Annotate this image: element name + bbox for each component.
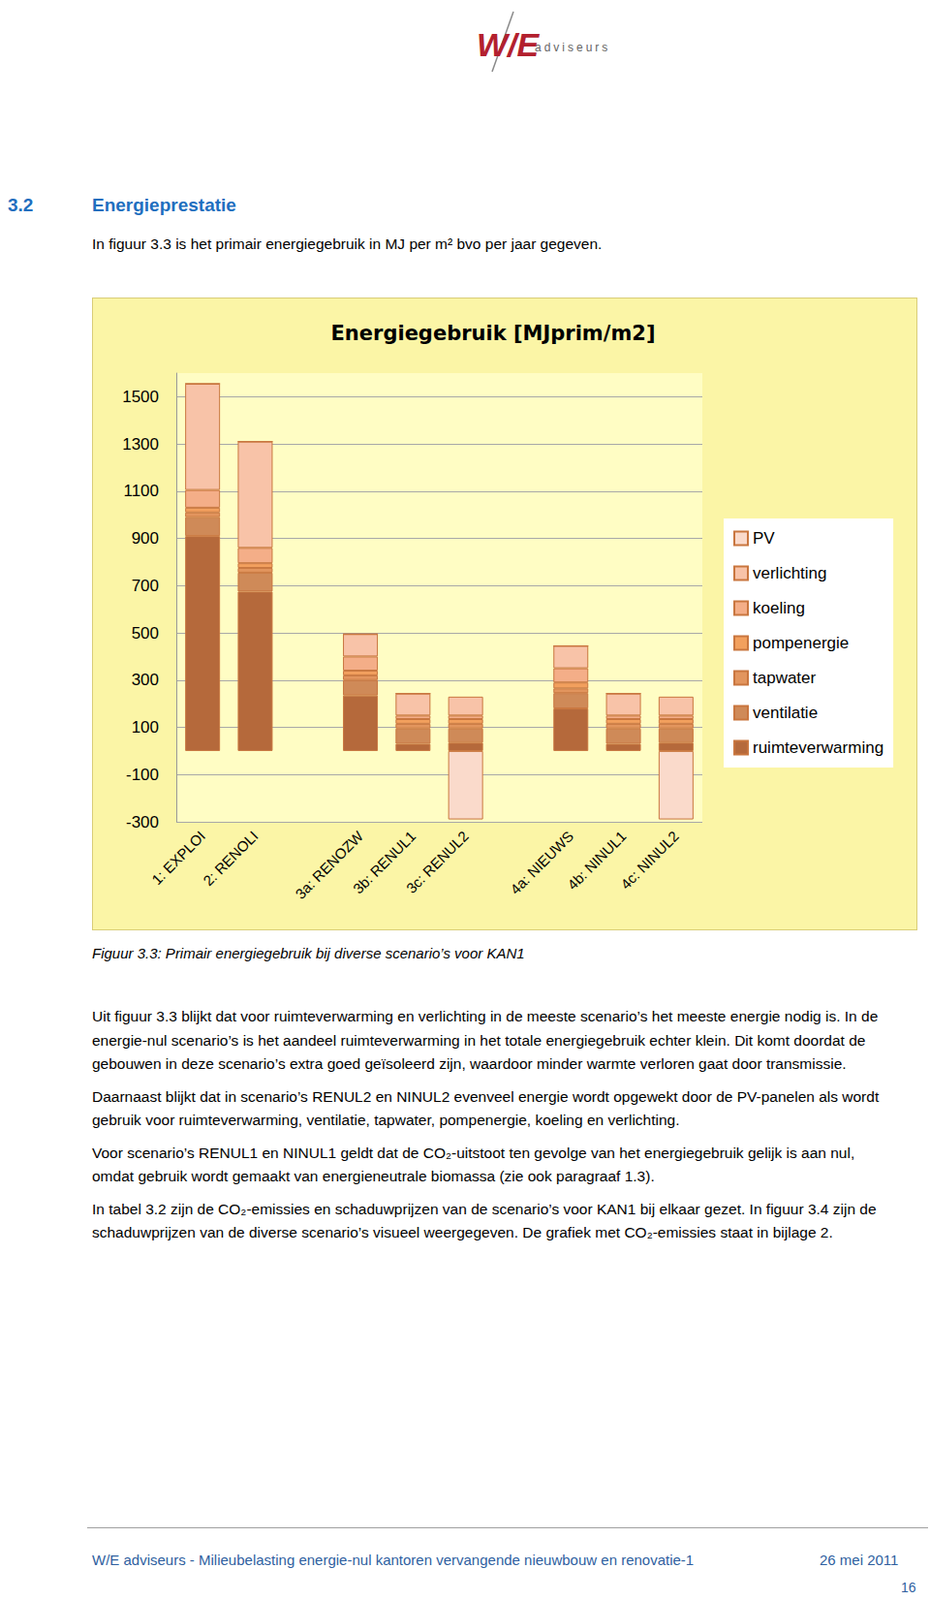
- html-text:W/E adviseurs - Milieubelastin: W/E adviseurs - Milieubelasting energie-…: [92, 1550, 694, 1568]
- svg-text:Energiegebruik [MJprim/m2]: Energiegebruik [MJprim/m2]: [331, 321, 656, 345]
- svg-text:-100: -100: [125, 765, 159, 784]
- svg-text:-300: -300: [125, 812, 159, 832]
- svg-text:adviseurs: adviseurs: [534, 40, 611, 55]
- svg-text:1300: 1300: [122, 434, 159, 454]
- svg-text:900: 900: [131, 528, 159, 548]
- svg-text:3c: RENUL2: 3c: RENUL2: [403, 827, 472, 897]
- html-text:In figuur 3.3 is het primair e: In figuur 3.3 is het primair energiegebr…: [92, 235, 602, 252]
- svg-text:3b: RENUL1: 3b: RENUL1: [349, 827, 419, 897]
- svg-text:1500: 1500: [122, 387, 159, 406]
- svg-text:ruimteverwarming: ruimteverwarming: [752, 738, 884, 757]
- html-text:In tabel 3.2 zijn de CO₂-emiss: In tabel 3.2 zijn de CO₂-emissies en sch…: [92, 1199, 877, 1240]
- svg-text:1100: 1100: [123, 481, 159, 500]
- svg-text:4b: NINUL1: 4b: NINUL1: [564, 827, 630, 893]
- svg-text:W/E: W/E: [476, 26, 541, 63]
- svg-text:500: 500: [131, 623, 159, 643]
- svg-text:300: 300: [131, 670, 159, 689]
- svg-text:pompenergie: pompenergie: [752, 633, 849, 652]
- svg-text:2: RENOLI: 2: RENOLI: [199, 827, 261, 889]
- svg-text:100: 100: [131, 717, 159, 737]
- svg-text:1: EXPLOI: 1: EXPLOI: [148, 827, 209, 888]
- html-text:Figuur 3.3: Primair energiegeb: Figuur 3.3: Primair energiegebruik bij d…: [92, 944, 525, 961]
- svg-text:koeling: koeling: [752, 598, 806, 618]
- svg-text:tapwater: tapwater: [752, 668, 817, 687]
- svg-text:700: 700: [131, 576, 159, 595]
- html-text:Energieprestatie: Energieprestatie: [92, 194, 237, 216]
- svg-text:verlichting: verlichting: [752, 563, 828, 583]
- svg-text:ventilatie: ventilatie: [752, 703, 818, 722]
- svg-text:4a: NIEUWS: 4a: NIEUWS: [506, 827, 577, 898]
- svg-text:3a: RENOZW: 3a: RENOZW: [291, 827, 367, 902]
- html-text:Voor scenario’s RENUL1 en NINU: Voor scenario’s RENUL1 en NINUL1 geldt d…: [92, 1143, 855, 1184]
- svg-text:4c: NINUL2: 4c: NINUL2: [617, 827, 682, 893]
- html-text:26 mei 2011: 26 mei 2011: [819, 1550, 899, 1568]
- html-text:Uit figuur 3.3 blijkt dat voor: Uit figuur 3.3 blijkt dat voor ruimtever…: [92, 1007, 878, 1072]
- html-text:16: 16: [900, 1579, 917, 1595]
- html-text:Daarnaast blijkt dat in scenar: Daarnaast blijkt dat in scenario’s RENUL…: [92, 1087, 879, 1128]
- html-text:3.2: 3.2: [7, 194, 34, 216]
- svg-text:PV: PV: [752, 528, 775, 548]
